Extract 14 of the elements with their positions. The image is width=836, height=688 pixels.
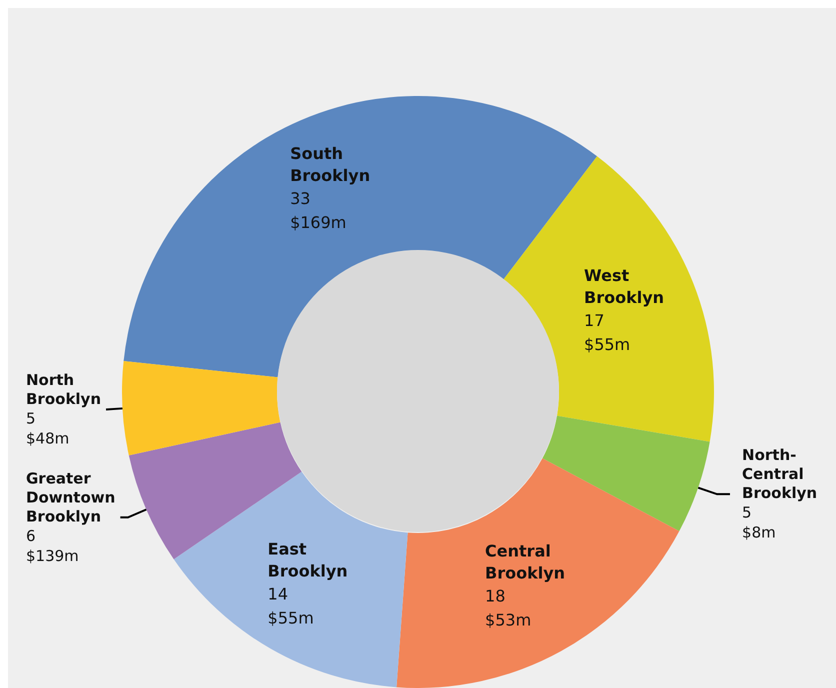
data-label: 33 $169m [290, 189, 346, 232]
slice-label: North Brooklyn [26, 371, 102, 408]
slice-label: Greater Downtown Brooklyn [26, 469, 116, 526]
slice-label: West Brooklyn [584, 266, 664, 308]
data-label: 6 $139m [26, 526, 79, 565]
slice-label: North-Central Brooklyn [742, 446, 818, 502]
data-label: 14 $55m [268, 584, 314, 628]
data-label: 5 $8m [742, 504, 776, 542]
slice-label: Central Brooklyn [485, 541, 566, 582]
data-label: 5 $48m [26, 410, 70, 448]
slice-label: South Brooklyn [290, 144, 370, 186]
data-label: 18 $53m [485, 586, 532, 630]
data-label: 17 $55m [584, 311, 630, 354]
slice-label: East Brooklyn [268, 540, 348, 581]
